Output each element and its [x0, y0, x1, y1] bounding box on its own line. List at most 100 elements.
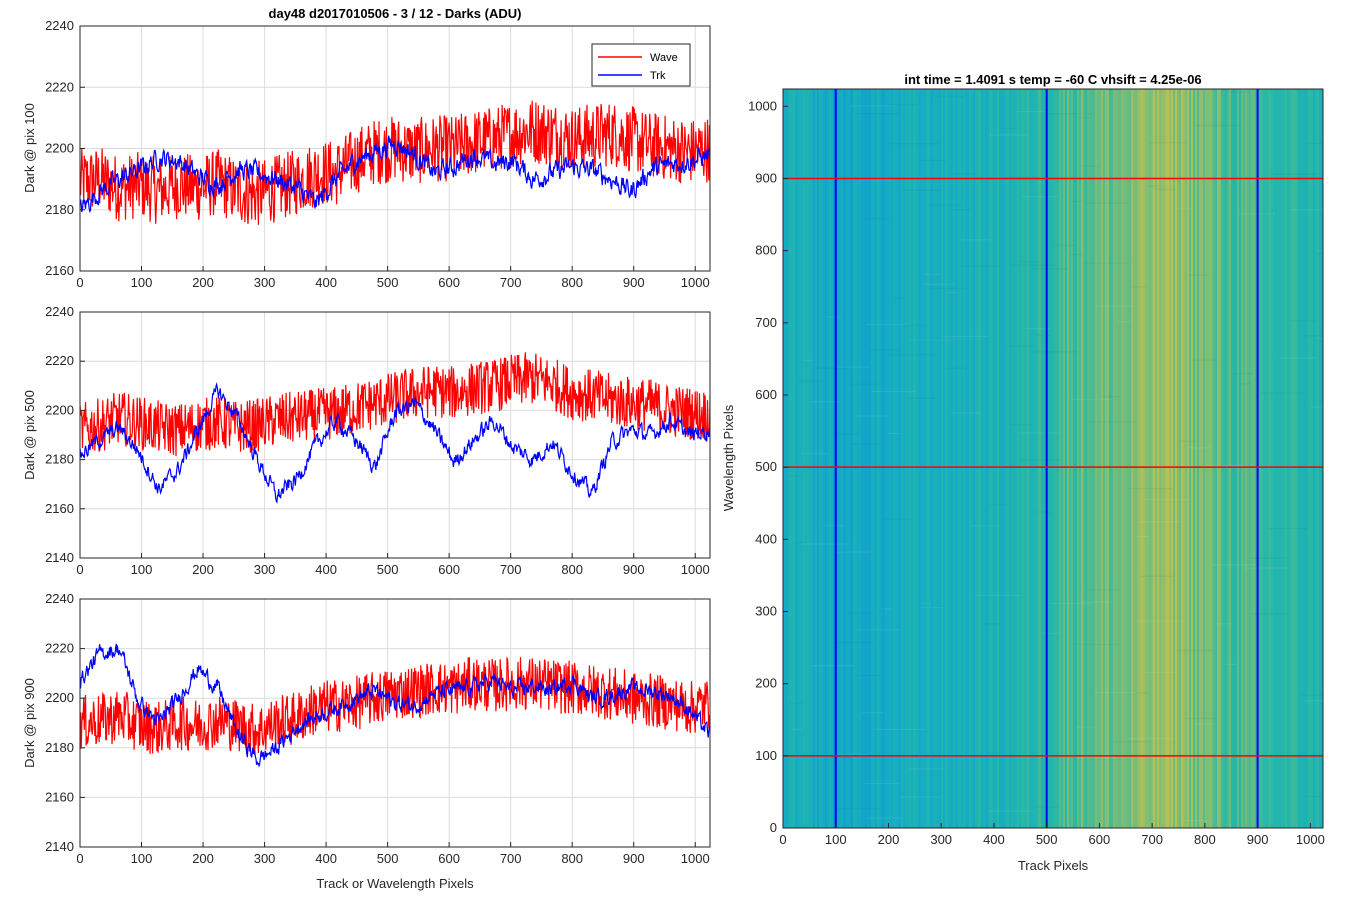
noise-streak: [1290, 209, 1323, 211]
heatmap-column: [901, 89, 904, 828]
noise-streak: [811, 401, 840, 403]
heatmap-column: [1167, 89, 1170, 828]
heatmap-column: [851, 89, 854, 828]
heatmap-column: [1105, 89, 1108, 828]
heatmap-column: [1071, 89, 1074, 828]
heatmap-column: [1285, 89, 1288, 828]
heatmap-column: [1215, 89, 1218, 828]
heatmap-column: [1091, 89, 1094, 828]
heatmap-column: [963, 89, 966, 828]
heatmap-column: [849, 89, 852, 828]
heatmap-column: [925, 89, 928, 828]
x-tick-label: 1000: [681, 562, 710, 577]
heatmap-column: [1063, 89, 1066, 828]
x-tick-label: 300: [254, 275, 276, 290]
heatmap-column: [1253, 89, 1256, 828]
noise-streak: [1081, 262, 1129, 264]
noise-streak: [989, 810, 1035, 812]
heatmap-column: [953, 89, 956, 828]
noise-streak: [1033, 268, 1069, 270]
heatmap-column: [979, 89, 982, 828]
noise-streak: [1305, 142, 1323, 144]
heatmap-column: [1283, 89, 1286, 828]
heatmap-column: [1103, 89, 1106, 828]
heatmap-column: [1237, 89, 1240, 828]
legend-box: [591, 43, 691, 87]
noise-streak: [882, 518, 913, 520]
heatmap-column: [847, 89, 850, 828]
heatmap-column: [1133, 89, 1136, 828]
heatmap-column: [1305, 89, 1308, 828]
heatmap-column: [873, 89, 876, 828]
x-tick-label: 900: [623, 275, 645, 290]
noise-streak: [1234, 372, 1254, 375]
heatmap-column: [957, 89, 960, 828]
heatmap-column: [1089, 89, 1092, 828]
noise-streak: [1025, 328, 1050, 330]
noise-streak: [802, 359, 814, 361]
x-tick-label: 200: [192, 851, 214, 866]
noise-streak: [1205, 464, 1243, 467]
heatmap-column: [1321, 89, 1323, 828]
heatmap-column: [1077, 89, 1080, 828]
noise-streak: [1130, 286, 1146, 288]
noise-streak: [890, 354, 937, 356]
heatmap-column: [817, 89, 820, 828]
heatmap-column: [819, 89, 822, 828]
noise-streak: [909, 768, 945, 770]
noise-streak: [1136, 535, 1149, 538]
x-tick-label: 600: [438, 851, 460, 866]
x-tick-label: 500: [377, 275, 399, 290]
noise-streak: [952, 173, 977, 175]
heatmap-column: [1219, 89, 1222, 828]
heatmap-column: [891, 89, 894, 828]
noise-streak: [889, 143, 939, 145]
y-tick-label: 2220: [45, 353, 74, 368]
noise-streak: [857, 415, 889, 417]
y-tick-label: 300: [755, 603, 777, 618]
heatmap-column: [799, 89, 802, 828]
heatmap-column: [909, 89, 912, 828]
noise-streak: [1176, 649, 1214, 652]
heatmap-column: [1181, 89, 1184, 828]
noise-streak: [1002, 127, 1017, 129]
heatmap-column: [1135, 89, 1138, 828]
heatmap-column: [1307, 89, 1310, 828]
noise-streak: [857, 629, 901, 631]
noise-streak: [910, 339, 953, 341]
heatmap-column: [1279, 89, 1282, 828]
heatmap-column: [1031, 89, 1034, 828]
noise-streak: [984, 623, 1002, 625]
noise-streak: [851, 383, 880, 385]
noise-streak: [865, 817, 902, 819]
heatmap-column: [801, 89, 804, 828]
noise-streak: [833, 551, 871, 553]
noise-streak: [849, 105, 897, 107]
heatmap-column: [1097, 89, 1100, 828]
noise-streak: [1193, 359, 1217, 361]
heatmap-column: [1055, 89, 1058, 828]
series-group-1: [80, 100, 710, 225]
heatmap-column: [1213, 89, 1216, 828]
heatmap-column: [1035, 89, 1038, 828]
heatmap-column: [999, 89, 1002, 828]
heatmap-column: [893, 89, 896, 828]
noise-streak: [1137, 692, 1150, 694]
heatmap-column: [1175, 89, 1178, 828]
heatmap-column: [997, 89, 1000, 828]
heatmap-column: [1131, 89, 1134, 828]
heatmap-column: [1149, 89, 1152, 828]
x-tick-label: 300: [254, 562, 276, 577]
noise-streak: [1138, 620, 1187, 622]
x-tick-label: 100: [131, 562, 153, 577]
y-tick-label: 2140: [45, 550, 74, 565]
x-tick-label: 900: [623, 851, 645, 866]
heatmap-column: [1187, 89, 1190, 828]
y-tick-label: 2220: [45, 641, 74, 656]
y-tick-label: 200: [755, 676, 777, 691]
heatmap-column: [825, 89, 828, 828]
noise-streak: [1300, 694, 1323, 696]
heatmap-column: [985, 89, 988, 828]
heatmap-column: [1075, 89, 1078, 828]
noise-streak: [1073, 643, 1121, 645]
